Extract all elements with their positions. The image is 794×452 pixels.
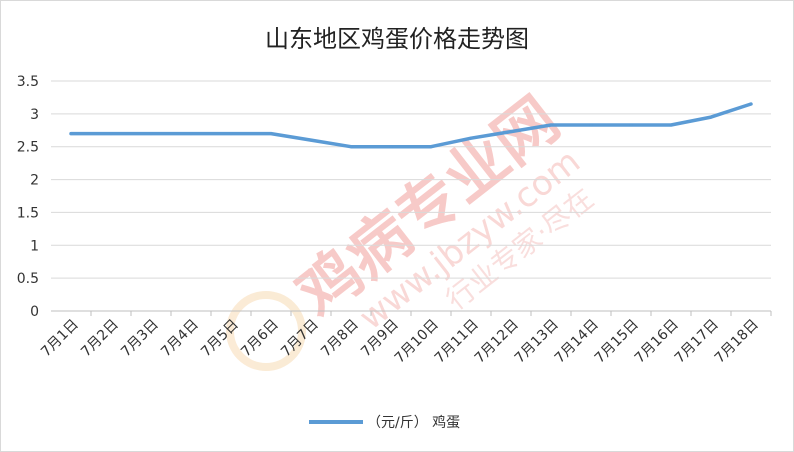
y-axis: 0 0.5 1 1.5 2 2.5 3 3.5: [17, 74, 39, 320]
data-point: [509, 130, 513, 134]
y-tick-label: 2.5: [17, 140, 39, 156]
data-point: [269, 132, 273, 136]
legend: （元/斤） 鸡蛋: [309, 414, 460, 431]
y-tick-label: 0: [30, 304, 39, 320]
y-tick-label: 1.5: [17, 205, 39, 221]
x-tick-label: 7月2日: [78, 317, 122, 361]
data-point: [149, 132, 153, 136]
data-point: [469, 136, 473, 140]
y-tick-label: 3: [30, 107, 39, 123]
data-point: [349, 145, 353, 149]
data-point: [629, 123, 633, 127]
watermark-logo-icon: [226, 291, 306, 371]
x-tick-label: 7月4日: [158, 317, 202, 361]
y-tick-label: 1: [30, 238, 39, 254]
data-point: [429, 145, 433, 149]
data-point: [229, 132, 233, 136]
x-tick-label: 7月18日: [712, 317, 762, 367]
series: [69, 102, 753, 149]
x-axis: 7月1日7月2日7月3日7月4日7月5日7月6日7月7日7月8日7月9日7月10…: [38, 311, 772, 367]
data-point: [389, 145, 393, 149]
data-point: [709, 115, 713, 119]
x-tick-label: 7月1日: [38, 317, 82, 361]
data-point: [109, 132, 113, 136]
x-tick-label: 7月6日: [238, 317, 282, 361]
data-point: [589, 123, 593, 127]
x-tick-label: 7月3日: [118, 317, 162, 361]
legend-label: （元/斤） 鸡蛋: [367, 414, 460, 431]
chart-title: 山东地区鸡蛋价格走势图: [265, 25, 529, 53]
y-tick-label: 3.5: [17, 74, 39, 90]
data-point: [669, 123, 673, 127]
data-point: [749, 102, 753, 106]
data-point: [309, 138, 313, 142]
y-tick-label: 0.5: [17, 271, 39, 287]
data-point: [549, 123, 553, 127]
series-line: [69, 102, 753, 149]
data-point: [69, 132, 73, 136]
data-point: [189, 132, 193, 136]
y-tick-label: 2: [30, 173, 39, 189]
